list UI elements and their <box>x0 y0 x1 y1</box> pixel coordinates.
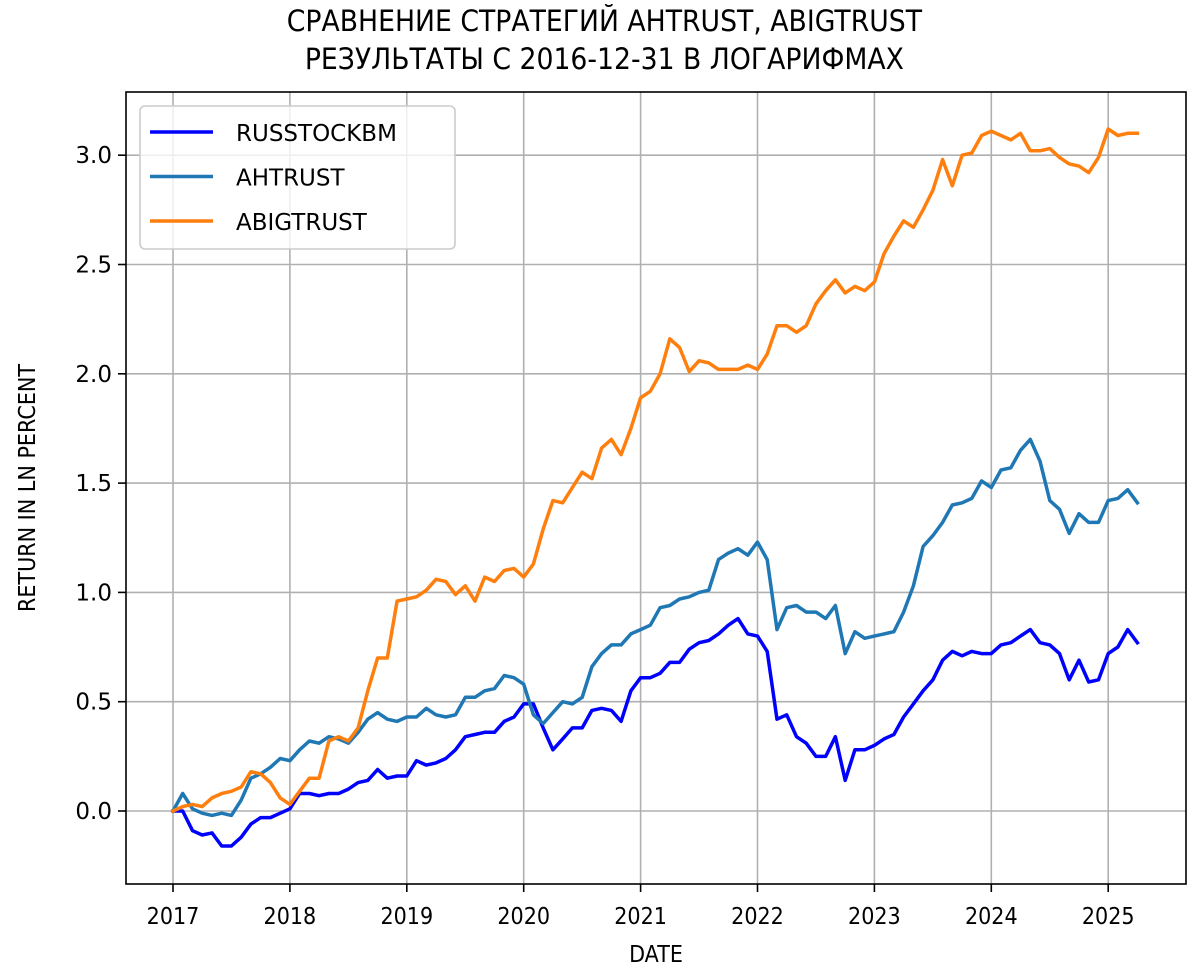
legend: RUSSTOCKBM AHTRUST ABIGTRUST <box>139 105 456 250</box>
x-tick-label: 2019 <box>380 904 433 930</box>
y-tick-label: 2.5 <box>75 253 112 279</box>
axes-frame <box>125 91 1187 885</box>
x-tick-label: 2021 <box>614 904 667 930</box>
x-tick-label: 2018 <box>264 904 317 930</box>
legend-label-russtockbm: RUSSTOCKBM <box>236 121 397 147</box>
y-tick-label: 0.5 <box>75 690 112 716</box>
x-tick-label: 2025 <box>1082 904 1135 930</box>
x-tick-label: 2022 <box>731 904 784 930</box>
y-axis-ticks: 0.0 0.5 1.0 1.5 2.0 2.5 3.0 <box>75 143 126 825</box>
series-line-ahtrust <box>170 437 1140 818</box>
x-tick-label: 2023 <box>848 904 901 930</box>
x-axis-ticks: 2017 2018 2019 2020 2021 2022 2023 2024 2025 <box>147 884 1135 930</box>
legend-label-ahtrust: AHTRUST <box>236 166 345 192</box>
series-line-abigtrust <box>170 127 1140 814</box>
x-tick-label: 2024 <box>965 904 1018 930</box>
y-tick-label: 1.0 <box>75 580 112 606</box>
y-tick-label: 1.5 <box>75 471 112 497</box>
y-tick-label: 2.0 <box>75 362 112 388</box>
y-tick-label: 0.0 <box>75 799 112 825</box>
series-lines <box>170 127 1140 848</box>
series-line-russtockbm <box>171 616 1140 848</box>
x-axis-label: DATE <box>629 942 683 968</box>
x-tick-label: 2020 <box>497 904 550 930</box>
chart-title-line-2: РЕЗУЛЬТАТЫ С 2016-12-31 В ЛОГАРИФМАХ <box>304 42 904 76</box>
x-tick-label: 2017 <box>147 904 200 930</box>
legend-label-abigtrust: ABIGTRUST <box>236 210 368 236</box>
chart-title-line-1: СРАВНЕНИЕ СТРАТЕГИЙ AHTRUST, ABIGTRUST <box>286 4 923 38</box>
y-tick-label: 3.0 <box>75 143 112 169</box>
legend-box <box>139 105 456 250</box>
